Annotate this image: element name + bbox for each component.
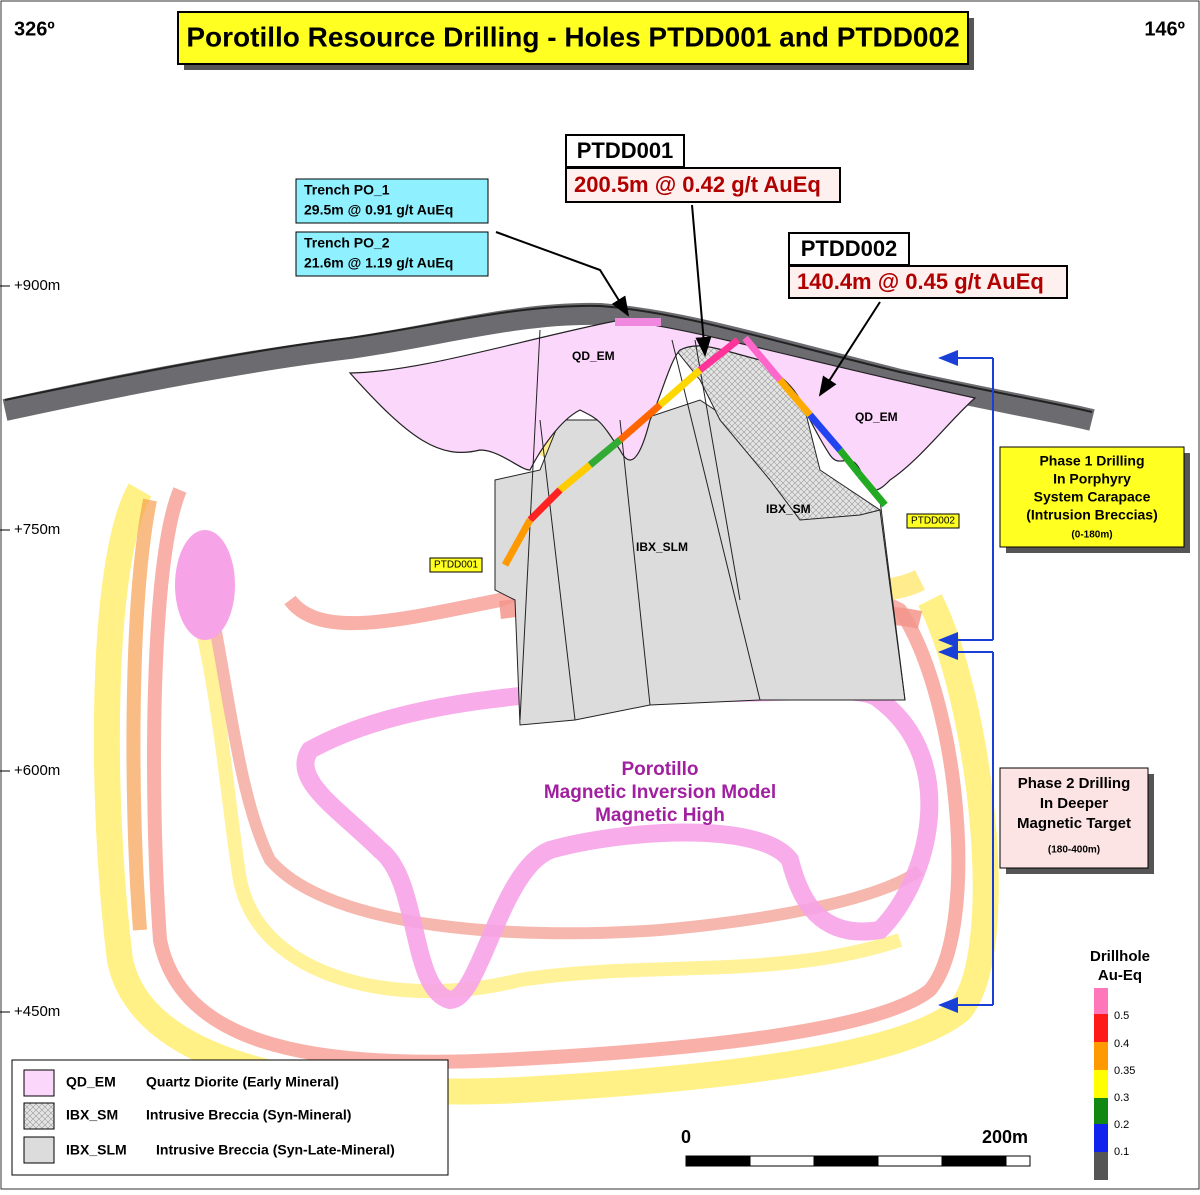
scale-value: 0.4	[1114, 1038, 1129, 1050]
legend-text: QD_EM Quartz Diorite (Early Mineral) IBX…	[66, 1074, 395, 1158]
callout	[788, 232, 910, 266]
scale-title: Drillhole	[1090, 948, 1150, 965]
phase-text: Magnetic Target	[1017, 815, 1131, 832]
legend-code: IBX_SLM	[66, 1142, 127, 1158]
phase-brackets	[938, 350, 994, 1013]
magnetic-label: Porotillo Magnetic Inversion Model Magne…	[544, 759, 776, 826]
elevations: +900m +750m +600m +450m	[0, 277, 60, 1020]
bearing: 146º	[1144, 18, 1185, 40]
scale-label: 0	[681, 1127, 691, 1147]
terrain	[2, 302, 1095, 431]
phase-text: (180-400m)	[1048, 845, 1100, 856]
scale-labels: 0.5 0.4 0.35 0.3 0.2 0.1	[1114, 1010, 1135, 1158]
title: Porotillo Resource Drilling - Holes PTDD…	[186, 21, 959, 52]
magnetic-blob	[175, 530, 235, 640]
magnetic-text: Magnetic Inversion Model	[544, 782, 776, 803]
callout-text: PTDD001	[577, 138, 674, 163]
legend-desc: Quartz Diorite (Early Mineral)	[146, 1074, 339, 1090]
hole-tag	[906, 513, 960, 529]
unit-label: IBX_SM	[766, 502, 811, 516]
trench	[615, 318, 661, 326]
leader	[818, 301, 881, 397]
phase-text: (0-180m)	[1071, 530, 1112, 541]
hole-tag-text: PTDD002	[911, 516, 955, 527]
callout-text: PTDD002	[801, 236, 898, 261]
scale-value: 0.5	[1114, 1010, 1129, 1022]
unit-label: IBX_SLM	[636, 540, 688, 554]
callout-text: 21.6m @ 1.19 g/t AuEq	[304, 255, 453, 271]
elevation: +900m	[14, 277, 60, 294]
phase-text: In Deeper	[1040, 795, 1109, 812]
surface	[4, 304, 1093, 413]
phase-box	[999, 767, 1149, 869]
elevation: +450m	[14, 1003, 60, 1020]
unit-label: QD_EM	[572, 349, 615, 363]
scale-value: 0.1	[1114, 1146, 1129, 1158]
leader	[691, 204, 712, 357]
scale-label: 200m	[982, 1127, 1028, 1147]
faults	[519, 329, 906, 721]
callout-text: 200.5m @ 0.42 g/t AuEq	[574, 172, 821, 197]
elevation: +750m	[14, 521, 60, 538]
callout-text: 29.5m @ 0.91 g/t AuEq	[304, 202, 453, 218]
title-box	[177, 11, 969, 65]
unit-label: QD_EM	[855, 410, 898, 424]
hole-tag	[429, 557, 483, 573]
drillholes	[501, 335, 888, 567]
legend-code: QD_EM	[66, 1074, 116, 1090]
callout	[788, 265, 1068, 299]
bearing: 326º	[14, 18, 55, 40]
magnetic-text: Magnetic High	[595, 805, 725, 826]
callout	[295, 178, 489, 224]
leader	[495, 231, 630, 317]
phase2: Phase 2 Drilling In Deeper Magnetic Targ…	[1017, 775, 1131, 856]
phase1: Phase 1 Drilling In Porphyry System Cara…	[1026, 453, 1157, 541]
callout	[295, 231, 489, 277]
hole-tag-text: PTDD001	[434, 560, 478, 571]
legend-swatch	[23, 1069, 55, 1097]
legend-swatch	[23, 1102, 55, 1130]
scale-title: Au-Eq	[1098, 967, 1142, 984]
color-ramp	[1094, 988, 1108, 1180]
callout-text: Trench PO_1	[304, 182, 390, 198]
scale-value: 0.3	[1114, 1092, 1129, 1104]
scale-bar	[685, 1155, 1031, 1167]
legend-desc: Intrusive Breccia (Syn-Mineral)	[146, 1107, 351, 1123]
phase-text: (Intrusion Breccias)	[1026, 507, 1157, 523]
magnetic-text: Porotillo	[621, 759, 698, 780]
legend-desc: Intrusive Breccia (Syn-Late-Mineral)	[156, 1142, 395, 1158]
scale-value: 0.35	[1114, 1065, 1135, 1077]
phase-text: System Carapace	[1034, 489, 1151, 505]
phase-box	[999, 446, 1185, 548]
callout-text: 140.4m @ 0.45 g/t AuEq	[797, 269, 1044, 294]
legend-code: IBX_SM	[66, 1107, 118, 1123]
phase-text: Phase 2 Drilling	[1018, 775, 1131, 792]
scale-value: 0.2	[1114, 1119, 1129, 1131]
callout	[565, 167, 841, 203]
legend-swatch	[23, 1136, 55, 1164]
callout-text: Trench PO_2	[304, 235, 390, 251]
phase-text: Phase 1 Drilling	[1039, 453, 1144, 469]
unit-labels: QD_EM QD_EM IBX_SM IBX_SLM	[572, 349, 898, 554]
phase-text: In Porphyry	[1053, 471, 1131, 487]
elevation: +600m	[14, 762, 60, 779]
legend	[11, 1059, 449, 1176]
